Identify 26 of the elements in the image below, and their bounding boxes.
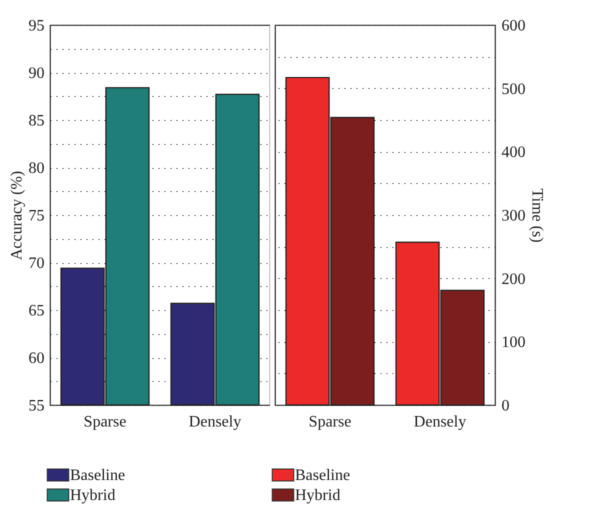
x-tick-label: Densely	[188, 414, 242, 430]
legend-label: Hybrid	[70, 487, 116, 504]
y-tick-label: 300	[502, 208, 526, 224]
y-axis-title: Accuracy (%)	[8, 170, 26, 260]
legend-label: Baseline	[295, 467, 350, 484]
y-tick-label: 95	[28, 18, 44, 34]
y-tick-label: 400	[502, 144, 526, 162]
y-tick-label: 80	[28, 160, 44, 177]
y-tick-label: 85	[28, 112, 44, 130]
legend-label: Hybrid	[295, 487, 340, 504]
y-tick-label: 60	[28, 350, 44, 367]
y-tick-label: 70	[28, 255, 44, 272]
y-tick-label: 75	[28, 208, 44, 224]
y-tick-label: 200	[502, 270, 526, 288]
y-tick-label: 0	[502, 398, 510, 414]
y-tick-label: 55	[28, 398, 44, 414]
x-tick-label: Densely	[414, 414, 466, 430]
y-tick-label: 65	[28, 302, 44, 320]
legend-label: Baseline	[70, 467, 126, 484]
y-axis-title: Time (s)	[528, 188, 546, 243]
y-tick-label: 600	[502, 18, 526, 34]
y-tick-label: 500	[502, 80, 526, 98]
y-tick-label: 100	[502, 334, 526, 352]
y-tick-label: 90	[28, 65, 44, 82]
x-tick-label: Sparse	[84, 414, 126, 430]
x-tick-label: Sparse	[308, 414, 352, 430]
